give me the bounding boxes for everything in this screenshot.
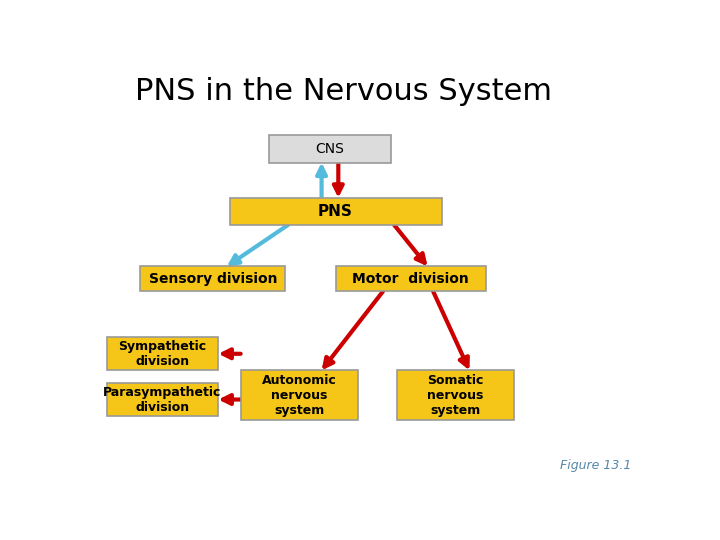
- Text: PNS: PNS: [318, 204, 353, 219]
- Text: Autonomic
nervous
system: Autonomic nervous system: [262, 374, 337, 417]
- Text: Sensory division: Sensory division: [148, 272, 277, 286]
- FancyBboxPatch shape: [107, 337, 218, 370]
- FancyBboxPatch shape: [230, 198, 441, 225]
- FancyBboxPatch shape: [269, 136, 392, 163]
- FancyBboxPatch shape: [107, 383, 218, 416]
- Text: Somatic
nervous
system: Somatic nervous system: [427, 374, 484, 417]
- Text: Figure 13.1: Figure 13.1: [560, 460, 631, 472]
- FancyBboxPatch shape: [336, 266, 486, 292]
- Text: Parasympathetic
division: Parasympathetic division: [104, 386, 222, 414]
- Text: CNS: CNS: [315, 142, 344, 156]
- FancyBboxPatch shape: [397, 370, 514, 420]
- Text: Sympathetic
division: Sympathetic division: [119, 340, 207, 368]
- FancyBboxPatch shape: [140, 266, 285, 292]
- FancyBboxPatch shape: [240, 370, 358, 420]
- Text: PNS in the Nervous System: PNS in the Nervous System: [135, 77, 552, 106]
- Text: Motor  division: Motor division: [353, 272, 469, 286]
